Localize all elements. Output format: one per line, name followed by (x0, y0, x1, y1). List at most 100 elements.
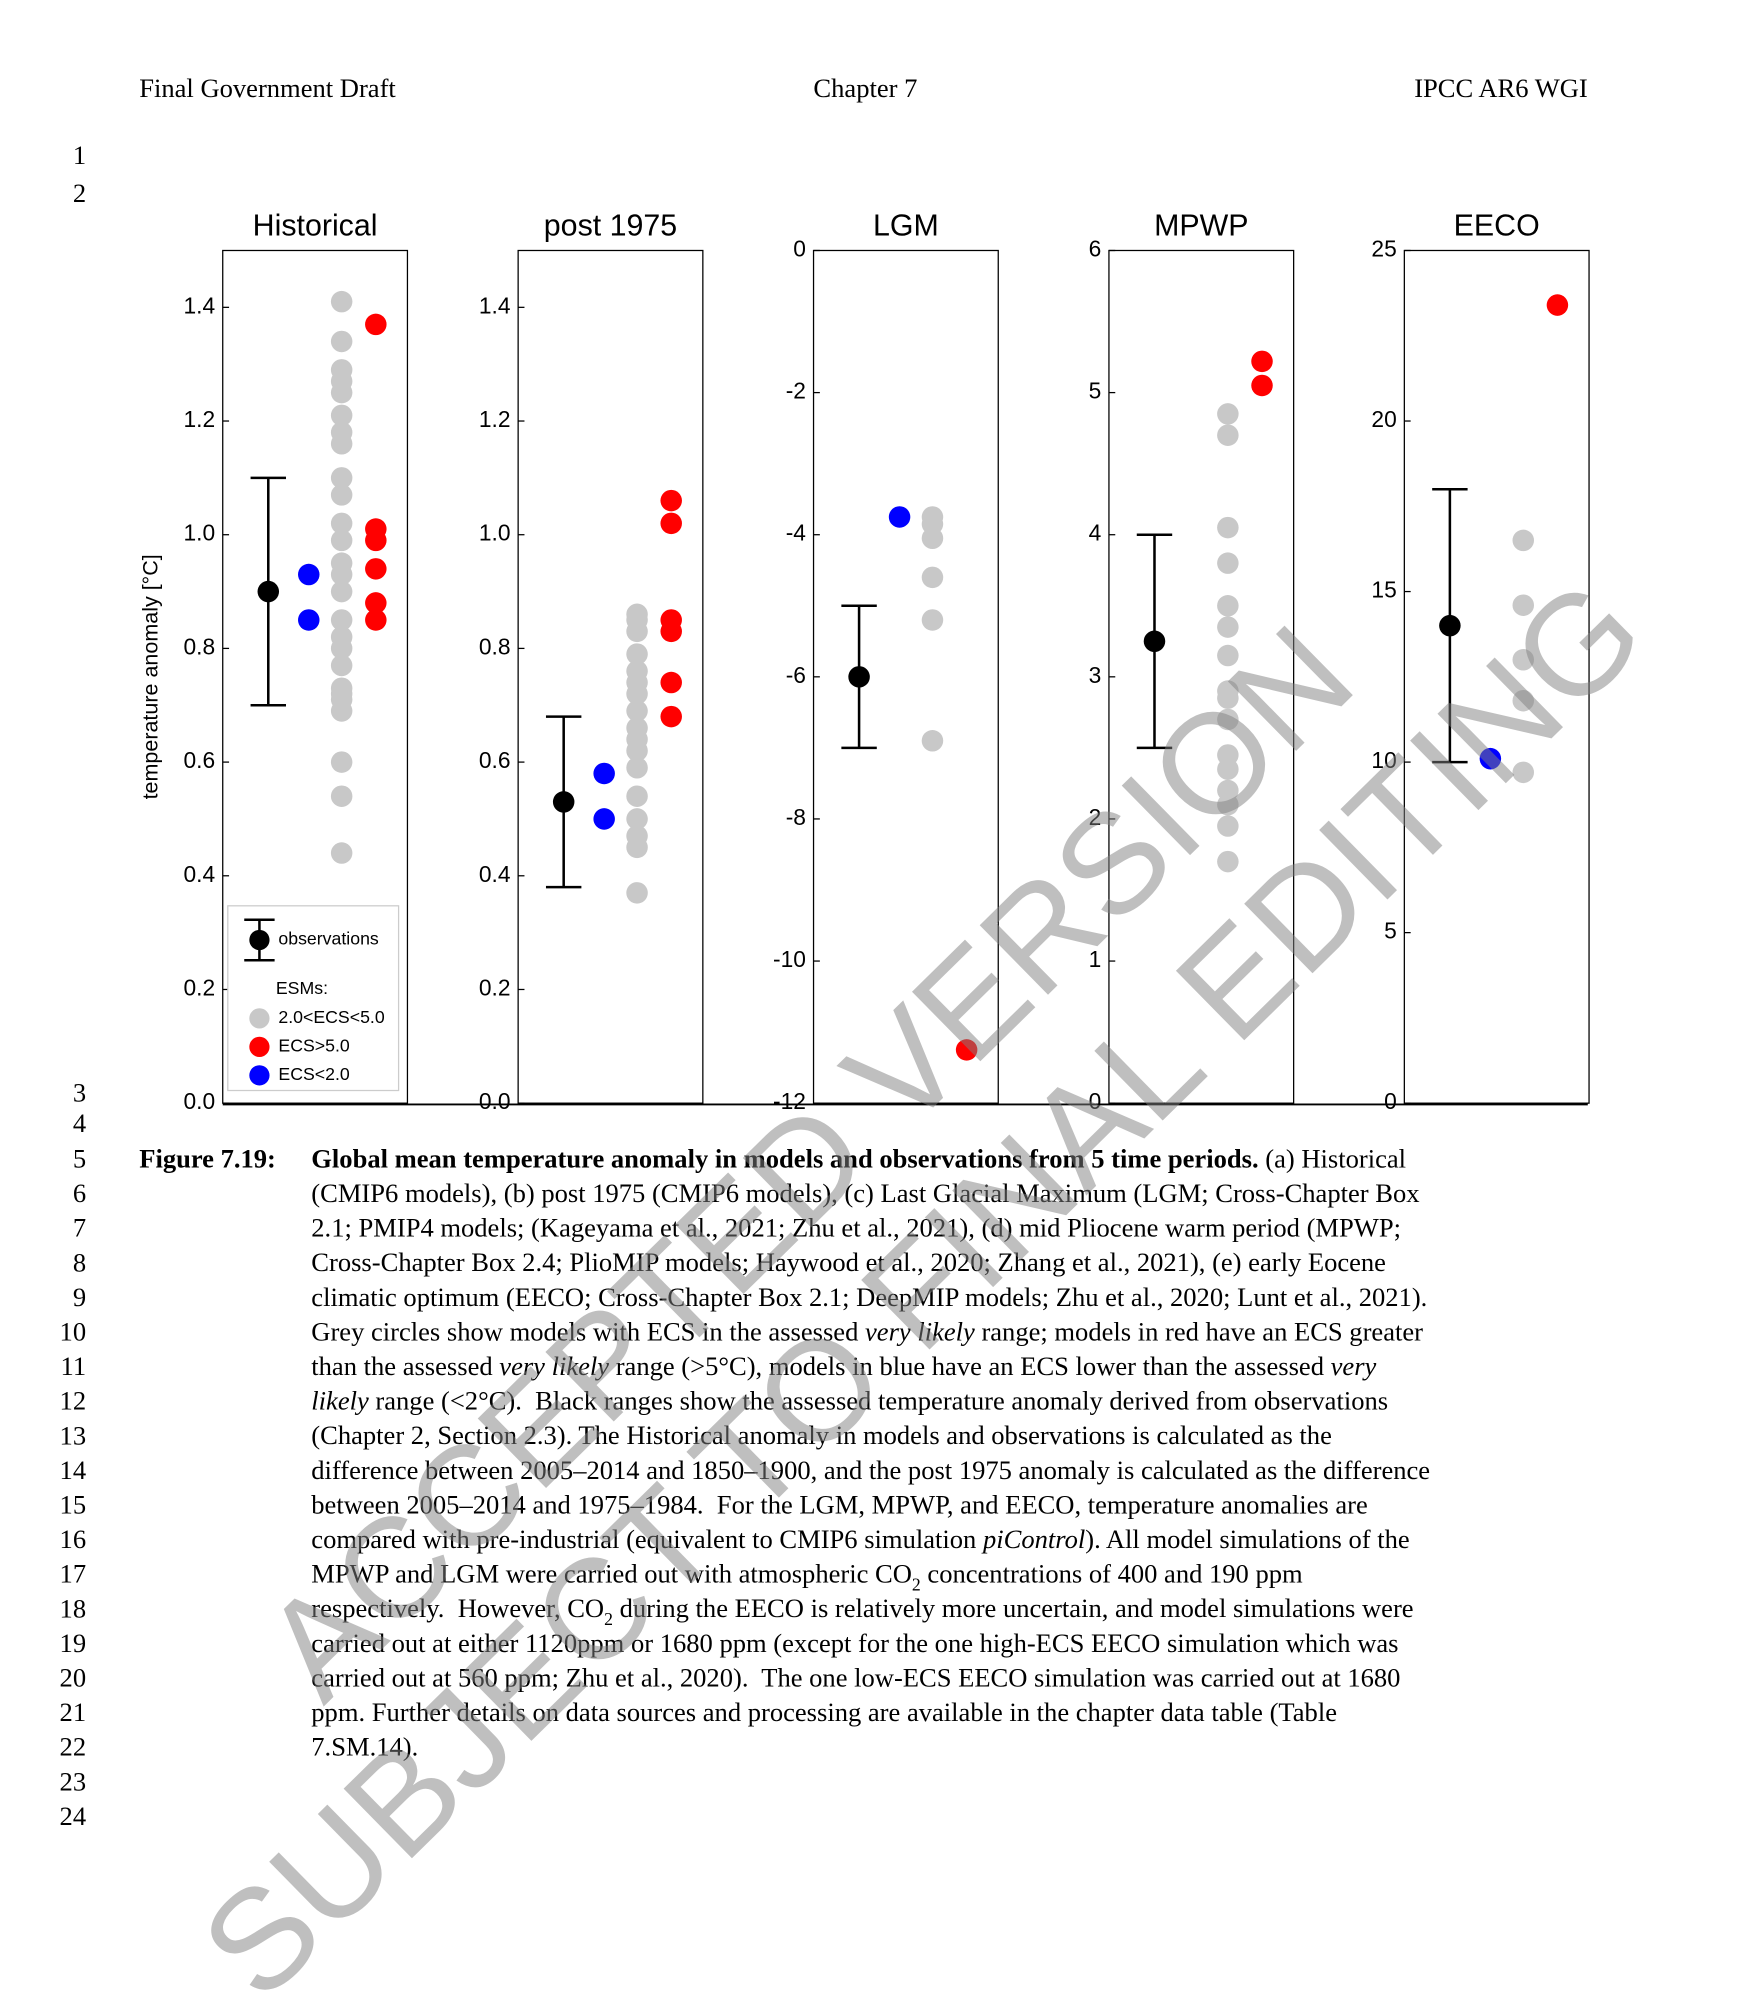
model-dot (1217, 644, 1239, 667)
model-dot (330, 654, 353, 677)
caption-text: than the assessed (311, 1351, 499, 1381)
model-dot (298, 609, 320, 631)
caption-text: compared with pre-industrial (equivalent… (311, 1524, 983, 1554)
y-tick-label: 1.4 (183, 292, 215, 318)
model-dot (1217, 687, 1239, 709)
caption-line: Cross-Chapter Box 2.4; PlioMIP models; H… (311, 1247, 1386, 1277)
line-number: 7 (73, 1213, 86, 1243)
model-dot (626, 808, 648, 830)
caption-text: 7.SM.14). (311, 1732, 418, 1762)
caption-text: concentrations of 400 and 190 ppm (921, 1559, 1303, 1589)
caption-text: during the EECO is relatively more uncer… (613, 1593, 1414, 1623)
caption-line: likely range (<2°C). Black ranges show t… (311, 1386, 1388, 1416)
caption-text: ppm. Further details on data sources and… (311, 1697, 1337, 1727)
model-dot (921, 527, 944, 550)
chart-title: Historical (253, 210, 378, 243)
model-dot (365, 529, 387, 552)
model-dot (888, 506, 911, 528)
line-number: 22 (60, 1732, 87, 1762)
model-dot (1217, 595, 1239, 617)
line-number: 3 (73, 1078, 86, 1108)
model-dot (626, 620, 648, 643)
y-tick-label: 1.2 (479, 406, 511, 432)
chart-title: EECO (1454, 210, 1540, 243)
model-dot (626, 785, 648, 807)
caption-line: carried out at 560 ppm; Zhu et al., 2020… (311, 1662, 1400, 1692)
header-right: IPCC AR6 WGI (1414, 73, 1588, 103)
obs-dot (1439, 614, 1461, 637)
model-dot (921, 730, 944, 752)
y-tick-label: -4 (786, 520, 806, 546)
model-dot (298, 563, 320, 586)
caption-text: between 2005–2014 and 1975–1984. For the… (311, 1489, 1368, 1519)
legend-label: ECS<2.0 (278, 1064, 350, 1084)
model-dot (660, 705, 682, 728)
line-number: 19 (60, 1628, 87, 1658)
model-dot (330, 330, 353, 353)
header-left: Final Government Draft (139, 73, 396, 103)
caption-line: carried out at either 1120ppm or 1680 pp… (311, 1628, 1398, 1658)
model-dot (1546, 294, 1569, 316)
line-number: 12 (60, 1386, 87, 1416)
caption-italic: very (1331, 1351, 1377, 1381)
model-dot (1217, 758, 1239, 780)
model-dot (330, 290, 353, 313)
plot-frame (222, 249, 409, 1104)
model-dot (330, 512, 353, 535)
model-dot (1217, 793, 1239, 816)
caption-line: (Chapter 2, Section 2.3). The Historical… (311, 1420, 1332, 1450)
model-dot (365, 609, 387, 631)
legend-label: ECS>5.0 (278, 1036, 350, 1056)
caption-text: range; models in red have an ECS greater (975, 1316, 1423, 1346)
model-dot (921, 566, 944, 589)
model-dot (1217, 403, 1239, 425)
model-dot (330, 700, 353, 722)
chart-title: post 1975 (544, 210, 677, 243)
model-dot (1217, 516, 1239, 539)
model-dot (330, 381, 353, 404)
caption-line: respectively. However, CO2 during the EE… (311, 1593, 1413, 1629)
model-dot (660, 489, 682, 512)
model-dot (626, 643, 648, 665)
obs-dot (848, 666, 870, 688)
line-number: 21 (60, 1697, 87, 1727)
model-dot (1512, 529, 1535, 552)
line-number: 9 (73, 1282, 86, 1312)
caption-sub: 2 (912, 1575, 921, 1595)
y-tick-label: 0.4 (479, 861, 511, 887)
caption-text: 2.1; PMIP4 models; (Kageyama et al., 202… (311, 1213, 1401, 1243)
line-number: 13 (60, 1420, 87, 1450)
caption-line: climatic optimum (EECO; Cross-Chapter Bo… (311, 1282, 1427, 1312)
obs-dot (257, 580, 280, 603)
caption-line: difference between 2005–2014 and 1850–19… (311, 1455, 1430, 1485)
y-tick-label: -8 (786, 804, 806, 830)
caption-text: (Chapter 2, Section 2.3). The Historical… (311, 1420, 1332, 1450)
model-dot (1251, 350, 1273, 373)
model-dot (330, 842, 353, 864)
model-dot (921, 609, 944, 631)
y-tick-label: 0.2 (183, 974, 215, 1000)
model-dot (955, 1039, 978, 1061)
caption-text: (CMIP6 models), (b) post 1975 (CMIP6 mod… (311, 1178, 1419, 1208)
model-dot (1217, 850, 1239, 873)
model-dot (330, 785, 353, 807)
y-tick-label: 15 (1371, 577, 1396, 603)
model-dot (626, 757, 648, 779)
caption-text: Cross-Chapter Box 2.4; PlioMIP models; H… (311, 1247, 1386, 1277)
line-number: 14 (60, 1455, 87, 1485)
model-dot (1217, 815, 1239, 837)
caption-italic: very likely (499, 1351, 609, 1381)
y-tick-label: 6 (1089, 236, 1102, 262)
legend-swatch (249, 1065, 270, 1086)
line-number: 6 (73, 1178, 86, 1208)
line-number: 1 (73, 140, 86, 170)
y-tick-label: 0.8 (183, 633, 215, 659)
y-tick-label: -12 (773, 1088, 806, 1114)
model-dot (660, 620, 682, 643)
y-tick-label: 0 (1384, 1088, 1397, 1114)
plot-frame (517, 249, 704, 1104)
caption-text: MPWP and LGM were carried out with atmos… (311, 1559, 912, 1589)
y-tick-label: 2 (1089, 804, 1102, 830)
y-axis-label: temperature anomaly [°C] (139, 554, 163, 799)
